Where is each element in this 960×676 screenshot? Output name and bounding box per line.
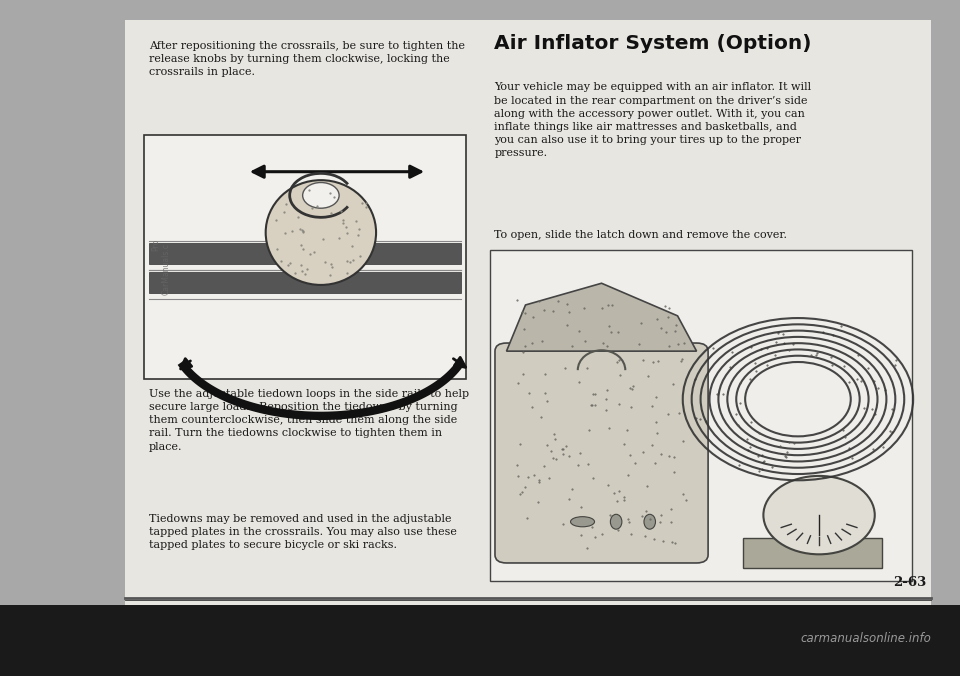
- Ellipse shape: [570, 516, 594, 527]
- Ellipse shape: [611, 514, 622, 529]
- Bar: [490, 250, 912, 581]
- Bar: [125, 20, 931, 608]
- Text: CarManuals.c: CarManuals.c: [161, 243, 170, 295]
- Polygon shape: [507, 283, 697, 351]
- Bar: [149, 272, 461, 293]
- Text: After repositioning the crossrails, be sure to tighten the
release knobs by turn: After repositioning the crossrails, be s…: [149, 41, 465, 77]
- Ellipse shape: [644, 514, 656, 529]
- Bar: [0, 605, 960, 676]
- Text: Use the adjustable tiedown loops in the side rails to help
secure large loads. R: Use the adjustable tiedown loops in the …: [149, 389, 468, 452]
- Bar: [743, 538, 882, 568]
- Text: Your vehicle may be equipped with an air inflator. It will
be located in the rea: Your vehicle may be equipped with an air…: [494, 82, 811, 158]
- Text: Air Inflator System (Option): Air Inflator System (Option): [494, 34, 812, 53]
- Ellipse shape: [302, 183, 339, 208]
- Bar: [144, 135, 466, 379]
- Text: carmanualsonline.info: carmanualsonline.info: [801, 632, 931, 646]
- Text: To open, slide the latch down and remove the cover.: To open, slide the latch down and remove…: [494, 230, 787, 240]
- Text: 2-63: 2-63: [893, 577, 926, 589]
- Text: Pro: Pro: [152, 239, 160, 251]
- FancyBboxPatch shape: [495, 343, 708, 563]
- Circle shape: [763, 476, 875, 554]
- Bar: [149, 243, 461, 264]
- Ellipse shape: [266, 180, 376, 285]
- Text: Tiedowns may be removed and used in the adjustable
tapped plates in the crossrai: Tiedowns may be removed and used in the …: [149, 514, 457, 550]
